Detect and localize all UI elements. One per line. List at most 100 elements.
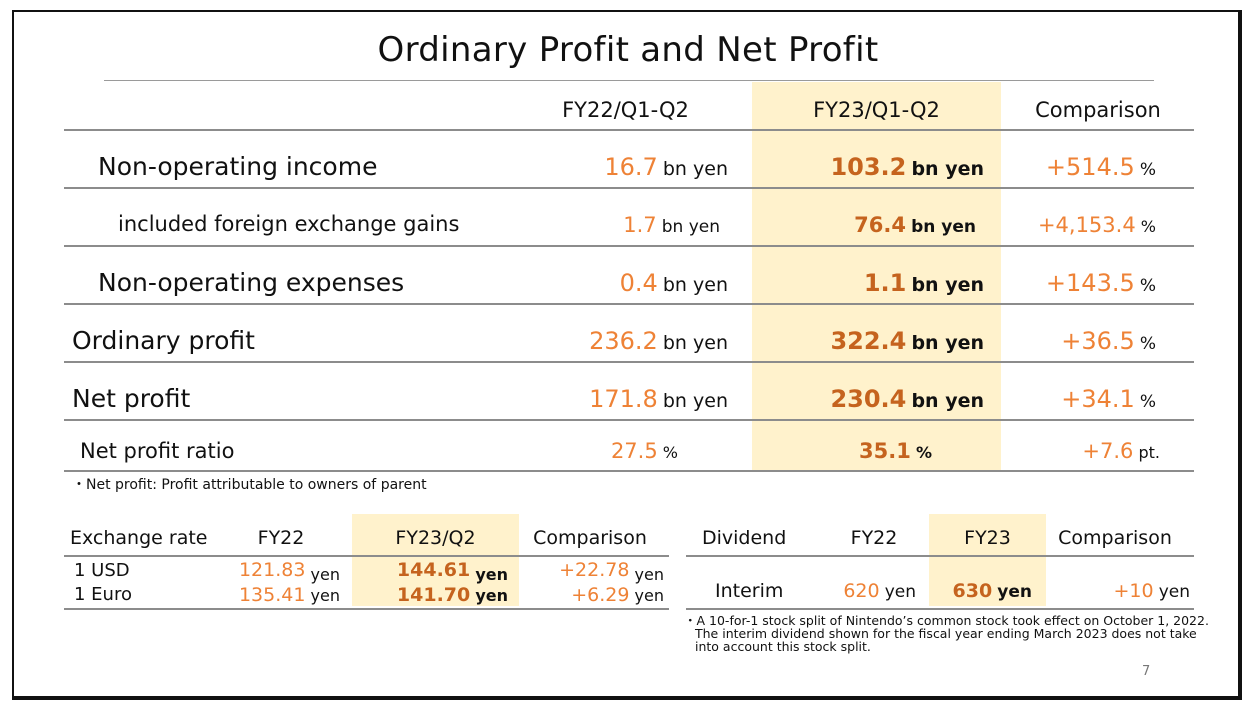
- exchange-header-label: Exchange rate: [70, 527, 208, 549]
- fy22-cell: 121.83 yen: [238, 559, 340, 584]
- fy22-cell: 236.2 bn yen: [589, 327, 728, 355]
- fy22-unit: bn yen: [662, 274, 728, 296]
- comparison-value: +10: [1113, 580, 1154, 602]
- comparison-cell: +7.6 pt.: [1082, 439, 1160, 463]
- title-divider: [104, 80, 1154, 81]
- dividend-header-divider: [686, 555, 1194, 557]
- fy22-cell: 620 yen: [843, 580, 916, 602]
- row-divider: [64, 245, 1194, 247]
- fy23-value: 103.2: [830, 153, 907, 181]
- footnote-line: ・A 10-for-1 stock split of Nintendo’s co…: [684, 613, 1209, 628]
- row-label: Net profit: [72, 384, 191, 413]
- fy22-value: 620: [843, 580, 880, 602]
- fy23-unit: bn yen: [911, 390, 984, 412]
- header-fy23: FY23/Q1-Q2: [813, 98, 940, 122]
- fy23-cell: 76.4 bn yen: [854, 213, 976, 237]
- fy22-unit: yen: [310, 586, 340, 605]
- comparison-value: +514.5: [1045, 153, 1135, 181]
- row-divider: [64, 419, 1194, 421]
- fy22-unit: bn yen: [661, 217, 720, 237]
- comparison-value: +36.5: [1061, 327, 1135, 355]
- comparison-value: +22.78: [559, 559, 630, 581]
- exchange-header-comparison: Comparison: [533, 527, 647, 549]
- fy23-unit: bn yen: [911, 158, 984, 180]
- fy22-value: 171.8: [589, 385, 658, 413]
- dividend-header-fy23: FY23: [964, 527, 1011, 549]
- fy23-value: 322.4: [830, 327, 907, 355]
- header-comparison: Comparison: [1035, 98, 1161, 122]
- fy23-unit: bn yen: [911, 274, 984, 296]
- comparison-value: +4,153.4: [1037, 213, 1136, 237]
- comparison-cell: +6.29 yen: [571, 584, 664, 606]
- footnote-line: The interim dividend shown for the fisca…: [695, 626, 1197, 641]
- fy22-value: 0.4: [619, 269, 658, 297]
- fy23-cell: 35.1 %: [859, 439, 932, 463]
- fy23-column-highlight: [752, 82, 1001, 472]
- comparison-cell: +4,153.4 %: [1038, 213, 1156, 237]
- exchange-bottom-divider: [64, 608, 669, 610]
- fy22-cell: 16.7 bn yen: [604, 153, 728, 181]
- fy23-value: 141.70: [396, 584, 471, 606]
- fy22-value: 1.7: [623, 213, 657, 237]
- comparison-unit: %: [1139, 160, 1156, 180]
- fy23-cell: 322.4 bn yen: [830, 327, 984, 355]
- fy23-q2-column-highlight: [352, 514, 519, 606]
- fy23-value: 35.1: [859, 439, 911, 463]
- row-divider: [64, 361, 1194, 363]
- comparison-cell: +36.5 %: [1061, 327, 1156, 355]
- fy22-cell: 171.8 bn yen: [589, 385, 728, 413]
- dividend-header-fy22: FY22: [850, 527, 898, 549]
- fy23-value: 230.4: [830, 385, 907, 413]
- fy22-value: 16.7: [604, 153, 658, 181]
- fy23-unit: %: [915, 443, 932, 462]
- row-divider: [64, 470, 1194, 472]
- comparison-value: +7.6: [1082, 439, 1134, 463]
- header-fy22: FY22/Q1-Q2: [562, 98, 689, 122]
- slide-title: Ordinary Profit and Net Profit: [377, 30, 879, 70]
- exchange-header-divider: [64, 555, 669, 557]
- fy22-cell: 1.7 bn yen: [623, 213, 720, 237]
- fy23-cell: 1.1 bn yen: [864, 269, 984, 297]
- fy23-cell: 103.2 bn yen: [830, 153, 984, 181]
- fy23-unit: bn yen: [911, 217, 976, 237]
- slide-frame: [12, 10, 1242, 700]
- fy22-value: 121.83: [238, 559, 306, 581]
- fy23-value: 1.1: [863, 269, 907, 297]
- fy23-cell: 144.61 yen: [397, 559, 508, 584]
- fy23-cell: 230.4 bn yen: [830, 385, 984, 413]
- fy22-unit: bn yen: [662, 390, 728, 412]
- row-divider: [64, 129, 1194, 131]
- row-label: Interim: [715, 580, 784, 602]
- comparison-cell: +22.78 yen: [559, 559, 664, 584]
- fy22-unit: bn yen: [662, 332, 728, 354]
- comparison-value: +6.29: [571, 584, 630, 606]
- row-label: Non-operating income: [98, 152, 378, 181]
- stock-split-footnote: ・A 10-for-1 stock split of Nintendo’s co…: [684, 614, 1209, 653]
- comparison-cell: +34.1 %: [1061, 385, 1156, 413]
- fy23-value: 630: [952, 580, 993, 602]
- fy23-unit: yen: [475, 586, 508, 605]
- dividend-header-label: Dividend: [702, 527, 787, 549]
- comparison-cell: +10 yen: [1114, 580, 1191, 602]
- comparison-unit: %: [1139, 334, 1156, 354]
- fy23-unit: yen: [997, 582, 1032, 602]
- row-label: 1 Euro: [74, 584, 132, 605]
- row-label: 1 USD: [74, 560, 130, 581]
- fy22-unit: yen: [884, 582, 916, 602]
- comparison-value: +143.5: [1045, 269, 1135, 297]
- row-label: Non-operating expenses: [98, 268, 405, 297]
- dividend-bottom-divider: [686, 608, 1194, 610]
- page-number: 7: [1142, 664, 1151, 679]
- fy23-cell: 141.70 yen: [397, 584, 508, 606]
- comparison-cell: +514.5 %: [1046, 153, 1156, 181]
- fy22-cell: 135.41 yen: [239, 584, 340, 606]
- fy22-value: 236.2: [589, 327, 658, 355]
- row-divider: [64, 303, 1194, 305]
- fy22-cell: 0.4 bn yen: [620, 269, 728, 297]
- dividend-header-comparison: Comparison: [1058, 527, 1172, 549]
- comparison-unit: yen: [634, 565, 664, 584]
- comparison-unit: yen: [634, 586, 664, 605]
- exchange-header-fy23: FY23/Q2: [395, 527, 476, 549]
- fy23-cell: 630 yen: [953, 580, 1032, 602]
- fy22-unit: yen: [310, 565, 340, 584]
